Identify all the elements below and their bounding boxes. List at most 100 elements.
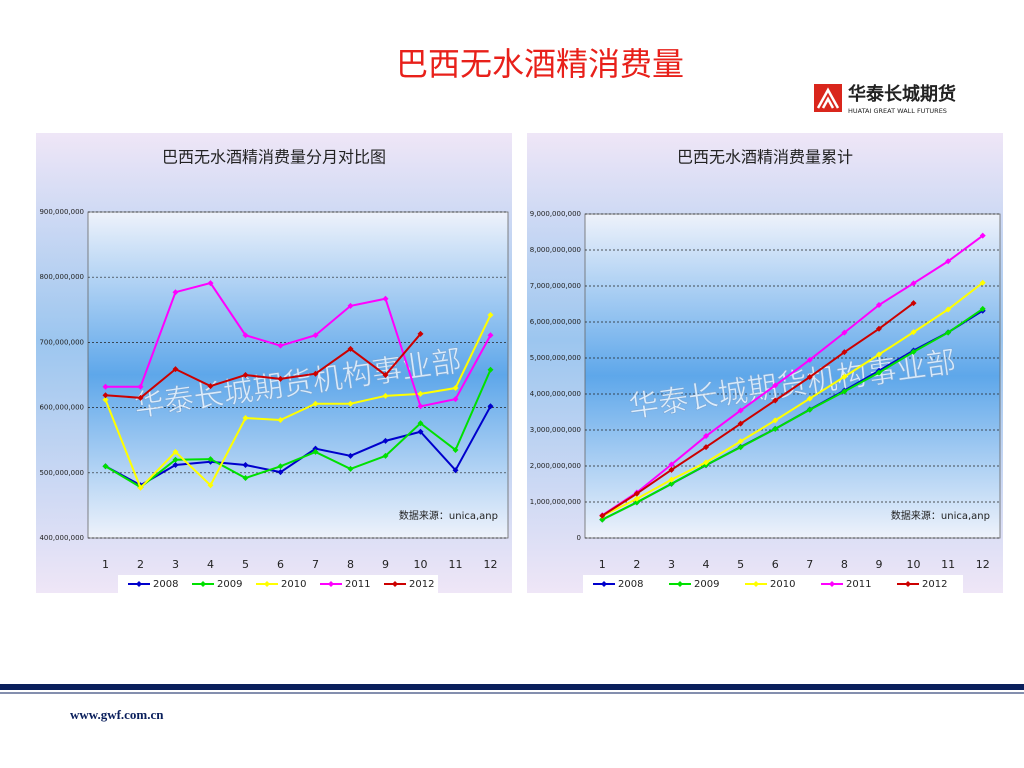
point-marker	[599, 512, 606, 519]
point-marker	[312, 400, 319, 407]
charts: 巴西无水酒精消费量分月对比图 400,000,000 500,000,000 600,…	[36, 133, 1003, 593]
legend-marker	[753, 581, 759, 587]
point-marker	[417, 330, 424, 337]
point-marker	[382, 372, 389, 378]
point-marker	[347, 452, 354, 459]
legend-label: 2012	[922, 579, 947, 590]
point-marker	[207, 456, 214, 463]
point-marker	[137, 484, 144, 491]
slide-title: 巴西无水酒精消费量	[396, 45, 684, 83]
point-marker	[417, 390, 424, 397]
x-tick-label: 8	[841, 558, 848, 571]
legend-marker	[392, 581, 398, 587]
x-tick-label: 11	[941, 558, 955, 571]
source-note: 数据来源：unica,anp	[891, 509, 990, 522]
x-tick-label: 10	[414, 558, 428, 571]
point-marker	[417, 428, 424, 435]
point-marker	[452, 446, 459, 453]
point-marker	[382, 452, 389, 459]
y-tick-label: 8,000,000,000	[530, 246, 581, 254]
source-note: 数据来源：unica,anp	[399, 509, 498, 522]
point-marker	[172, 448, 179, 455]
point-marker	[910, 300, 917, 307]
point-marker	[945, 258, 952, 265]
point-marker	[452, 385, 459, 392]
footer-url: www.gwf.com.cn	[70, 707, 164, 722]
point-marker	[277, 469, 284, 476]
x-tick-label: 1	[102, 558, 109, 571]
point-marker	[841, 388, 848, 395]
logo-subtitle: HUATAI GREAT WALL FUTURES	[848, 107, 947, 115]
point-marker	[172, 366, 179, 373]
x-tick-label: 9	[875, 558, 882, 571]
series-line	[601, 302, 915, 517]
plot-area	[87, 211, 509, 539]
point-marker	[172, 289, 179, 296]
series-line	[104, 314, 492, 490]
point-marker	[102, 392, 109, 399]
point-marker	[737, 420, 744, 427]
point-marker	[102, 463, 109, 470]
y-tick-label: 600,000,000	[39, 404, 84, 412]
legend-label: 2010	[770, 579, 795, 590]
point-marker	[875, 302, 882, 309]
point-marker	[703, 433, 710, 440]
point-marker	[102, 383, 109, 390]
point-marker	[945, 306, 952, 313]
point-marker	[452, 396, 459, 403]
point-marker	[979, 305, 986, 312]
point-marker	[382, 295, 389, 302]
point-marker	[207, 383, 214, 390]
x-tick-label: 12	[976, 558, 990, 571]
point-marker	[487, 403, 494, 410]
legend-marker	[136, 581, 142, 587]
x-tick-label: 10	[907, 558, 921, 571]
point-marker	[806, 374, 813, 381]
series-line	[105, 405, 492, 487]
legend-label: 2009	[217, 579, 242, 590]
point-marker	[841, 349, 848, 356]
point-marker	[312, 332, 319, 339]
legend-label: 2012	[409, 579, 434, 590]
point-marker	[703, 444, 710, 451]
point-marker	[737, 407, 744, 414]
y-tick-label: 0	[577, 534, 581, 542]
x-tick-label: 5	[242, 558, 249, 571]
x-tick-label: 7	[312, 558, 319, 571]
legend-marker	[264, 581, 270, 587]
point-marker	[242, 415, 249, 422]
logo-icon-shape	[816, 87, 840, 109]
x-tick-label: 7	[806, 558, 813, 571]
x-tick-label: 2	[137, 558, 144, 571]
point-marker	[633, 499, 640, 506]
chart-title: 巴西无水酒精消费量累计	[677, 148, 853, 167]
legend-label: 2008	[618, 579, 643, 590]
point-marker	[772, 382, 779, 389]
x-tick-label: 3	[668, 558, 675, 571]
legend-marker	[677, 581, 683, 587]
point-marker	[347, 400, 354, 407]
point-marker	[633, 490, 640, 497]
y-tick-label: 800,000,000	[39, 273, 84, 281]
legend-label: 2009	[694, 579, 719, 590]
y-tick-label: 3,000,000,000	[530, 426, 581, 434]
point-marker	[910, 329, 917, 336]
y-tick-label: 7,000,000,000	[530, 282, 581, 290]
x-tick-label: 12	[484, 558, 498, 571]
x-tick-label: 4	[207, 558, 214, 571]
point-marker	[242, 475, 249, 482]
point-marker	[277, 375, 284, 382]
point-marker	[806, 395, 813, 402]
point-marker	[875, 369, 882, 376]
point-marker	[668, 480, 675, 487]
point-marker	[242, 372, 249, 378]
point-marker	[382, 437, 389, 444]
point-marker	[875, 351, 882, 358]
series-line	[601, 234, 984, 517]
point-marker	[772, 425, 779, 432]
plot-area	[584, 213, 1001, 539]
point-marker	[737, 438, 744, 445]
x-tick-label: 5	[737, 558, 744, 571]
point-marker	[312, 370, 319, 377]
